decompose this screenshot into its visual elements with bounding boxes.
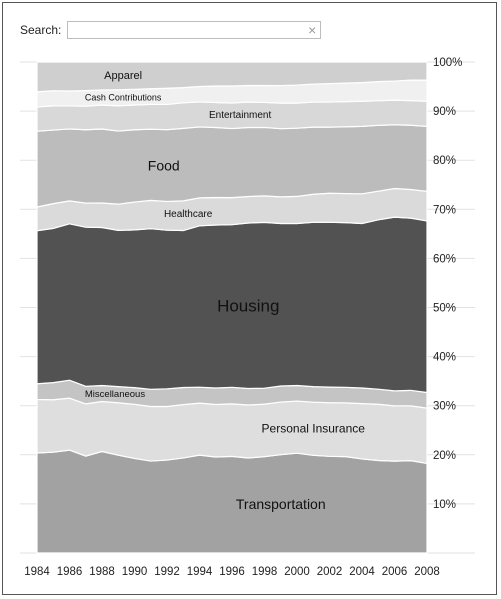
layer-label-apparel: Apparel [104,70,142,82]
layer-label-personal-insurance: Personal Insurance [262,422,366,436]
y-tick-label: 60% [433,253,456,265]
x-tick-label: 2008 [414,566,440,578]
x-tick-label: 1992 [154,566,180,578]
y-axis-ticks: 10% 20% 30% 40% 50% 60% 70% 80% 90% 100% [433,57,462,511]
y-tick-label: 40% [433,352,456,364]
layer-labels: Transportation Personal Insurance Miscella… [85,70,365,512]
layer-label-healthcare: Healthcare [164,209,213,220]
layer-label-cash-contributions: Cash Contributions [85,93,162,103]
x-axis-ticks: 1984 1986 1988 1990 1992 1994 1996 1998 2000 2002… [24,566,440,578]
x-tick-label: 1996 [219,566,245,578]
search-bar: Search: × [20,20,322,40]
area-layers [36,61,428,554]
search-label: Search: [20,23,62,37]
layer-label-housing: Housing [217,296,279,315]
y-tick-label: 90% [433,106,456,118]
layer-label-miscellaneous: Miscellaneous [85,389,145,400]
layer-label-transportation: Transportation [236,496,326,512]
x-tick-label: 1988 [89,566,115,578]
area-apparel[interactable] [36,61,428,93]
x-tick-label: 1990 [122,566,148,578]
y-tick-label: 80% [433,155,456,167]
layer-label-food: Food [148,157,180,173]
x-tick-label: 2002 [317,566,343,578]
x-tick-label: 1986 [57,566,83,578]
y-tick-label: 20% [433,450,456,462]
y-tick-label: 30% [433,401,456,413]
y-tick-label: 70% [433,204,456,216]
x-tick-label: 2000 [284,566,310,578]
y-tick-label: 10% [433,499,456,511]
x-tick-label: 1998 [252,566,278,578]
x-tick-label: 2004 [349,566,375,578]
layer-label-entertainment: Entertainment [209,110,271,121]
x-tick-label: 1994 [187,566,213,578]
search-box: × [67,21,322,40]
area-transportation[interactable] [36,449,428,554]
y-tick-label: 100% [433,57,462,69]
x-tick-label: 1984 [24,566,50,578]
clear-icon[interactable]: × [308,22,317,38]
x-tick-label: 2006 [382,566,408,578]
search-input[interactable] [72,24,307,40]
area-personal-insurance[interactable] [36,397,428,465]
y-tick-label: 50% [433,303,456,315]
